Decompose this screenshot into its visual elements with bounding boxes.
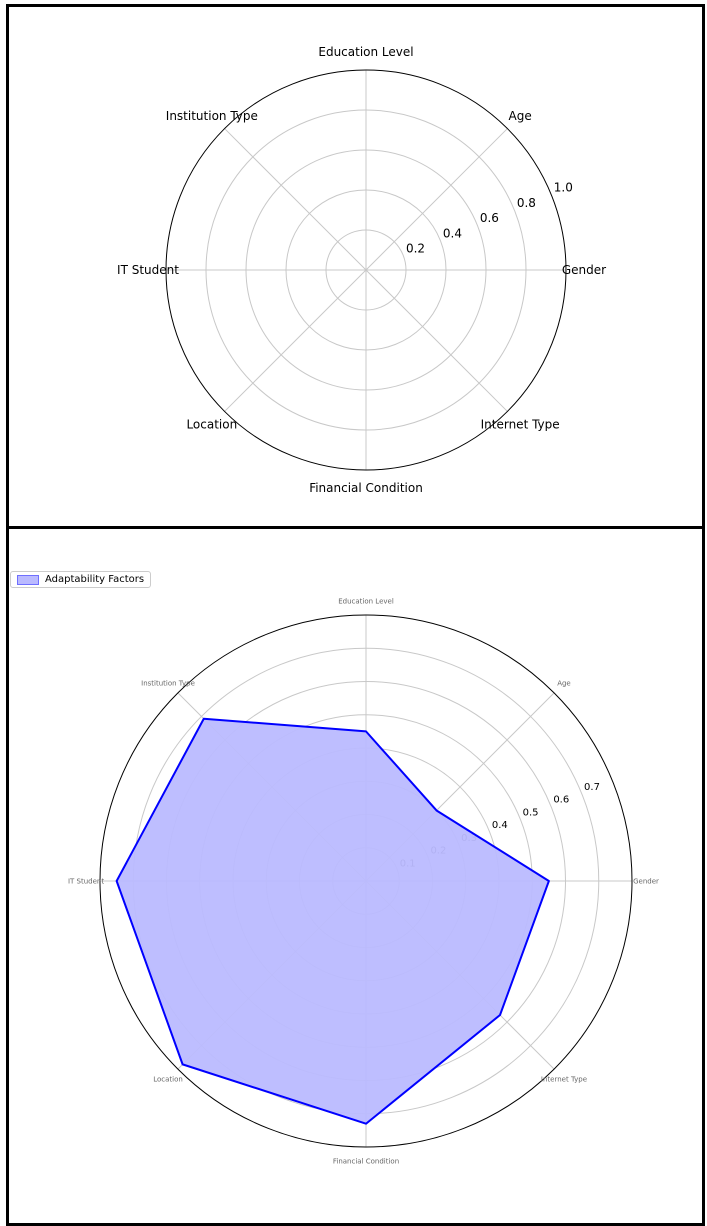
legend: Adaptability Factors <box>10 571 152 588</box>
radial-tick-label: 0.4 <box>492 820 508 831</box>
spoke-line <box>365 269 508 412</box>
radial-tick-label: 0.8 <box>517 196 536 210</box>
category-label: IT Student <box>117 263 179 277</box>
radial-tick-label: 0.2 <box>406 242 425 256</box>
category-label: Age <box>509 109 532 123</box>
category-label: Internet Type <box>541 1075 587 1083</box>
category-label: Gender <box>562 263 606 277</box>
series-line <box>115 717 550 1125</box>
series-area <box>116 718 549 1124</box>
radial-tick-label: 0.7 <box>584 782 600 793</box>
outer-circle <box>165 69 567 471</box>
spoke-line <box>365 128 508 271</box>
outer-circle <box>99 614 633 1148</box>
category-label: Gender <box>633 877 659 885</box>
radial-tick-label: 0.6 <box>553 795 569 806</box>
category-label: Education Level <box>318 45 413 59</box>
category-label: Financial Condition <box>309 481 423 495</box>
category-label: Location <box>153 1075 183 1083</box>
category-label: Location <box>186 417 237 431</box>
category-label: IT Student <box>68 877 104 885</box>
legend-swatch <box>17 574 39 585</box>
spoke-line <box>224 128 367 271</box>
top-chart-panel <box>6 4 705 530</box>
category-label: Institution Type <box>166 109 258 123</box>
category-label: Internet Type <box>481 417 560 431</box>
radial-tick-label: 0.4 <box>443 226 462 240</box>
radial-tick-label: 1.0 <box>554 180 573 194</box>
spoke-line <box>224 269 367 412</box>
category-label: Age <box>557 679 571 687</box>
legend-label: Adaptability Factors <box>45 574 145 585</box>
category-label: Institution Type <box>141 679 195 687</box>
category-label: Education Level <box>338 597 394 605</box>
radial-tick-label: 0.5 <box>523 807 539 818</box>
category-label: Financial Condition <box>333 1157 399 1165</box>
radial-tick-label: 0.6 <box>480 211 499 225</box>
